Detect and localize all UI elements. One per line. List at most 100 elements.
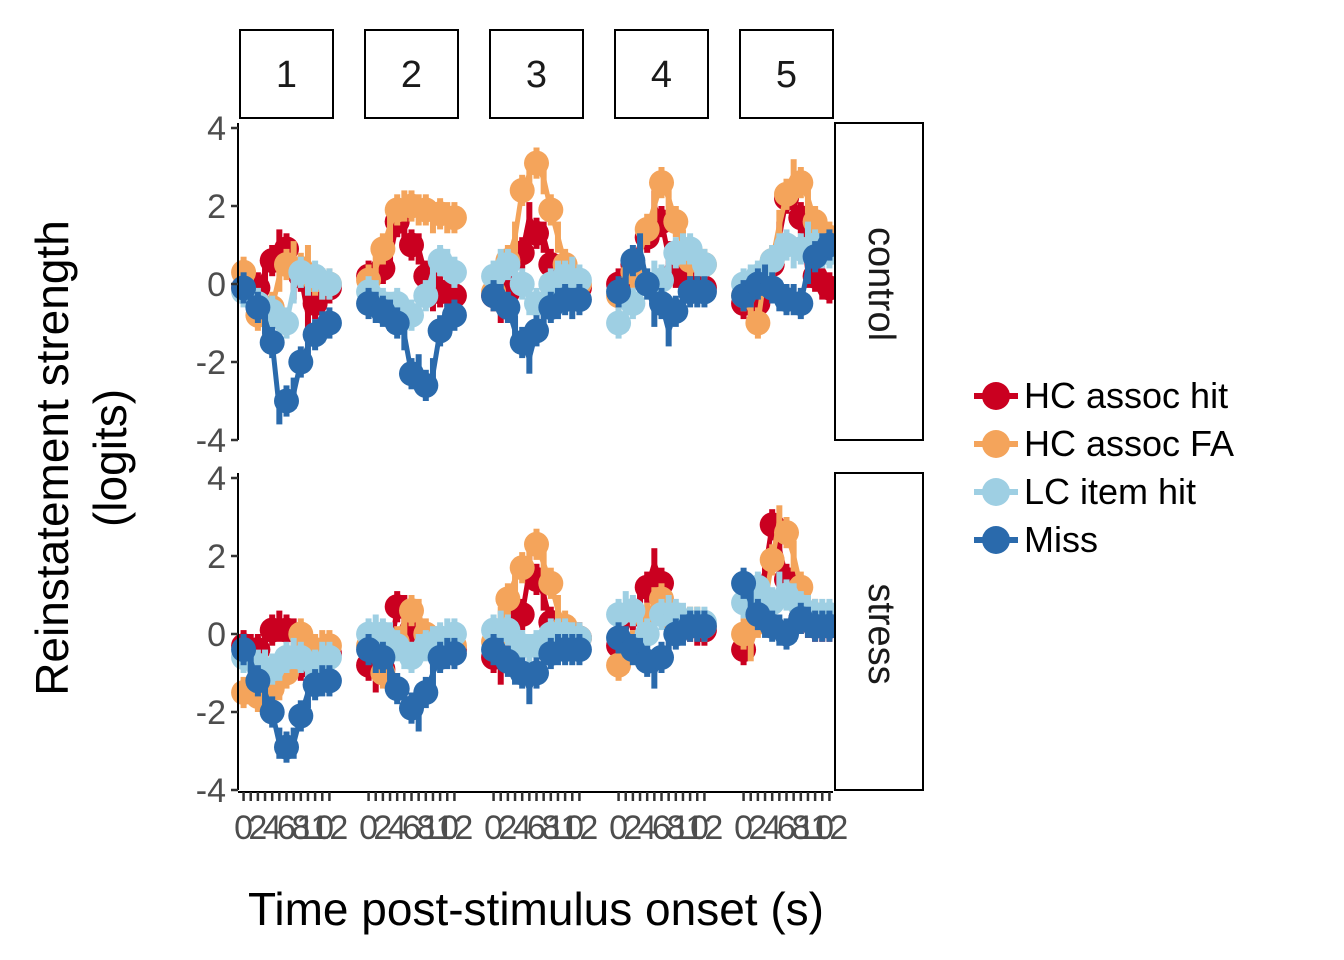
data-point: [524, 150, 549, 176]
data-point: [620, 248, 646, 274]
panel-stress-1: [231, 610, 342, 763]
data-point: [274, 310, 299, 336]
data-point: [316, 644, 342, 670]
legend-item-miss: Miss: [974, 519, 1098, 560]
y-tick-label: 0: [207, 266, 226, 304]
data-point: [441, 302, 467, 328]
data-point: [384, 310, 410, 336]
data-point: [274, 734, 299, 760]
column-strip-box: [614, 29, 709, 119]
column-strip-label: 4: [651, 54, 672, 96]
data-point: [316, 668, 342, 694]
x-tick-label: 8: [791, 809, 810, 847]
data-point: [441, 283, 467, 309]
row-strip-label: control: [860, 227, 902, 341]
data-point: [370, 644, 396, 670]
legend-label: Miss: [1024, 519, 1098, 560]
legend-key-point: [982, 478, 1010, 506]
data-point: [245, 294, 271, 320]
data-point: [524, 318, 549, 344]
panel-stress-2: [356, 591, 467, 732]
data-point: [509, 177, 535, 203]
y-axis-title-line-2: (logits): [84, 389, 136, 527]
x-tick-label: 6: [402, 809, 421, 847]
row-strip-control: control: [834, 122, 924, 441]
data-point: [663, 209, 689, 235]
data-point: [691, 252, 717, 277]
panel-control-2: [356, 190, 467, 401]
data-point: [259, 330, 285, 355]
data-point: [288, 349, 314, 375]
x-tick-label: 4: [263, 809, 282, 847]
legend-item-hc-assoc-fa: HC assoc FA: [974, 423, 1234, 464]
data-point: [663, 298, 689, 324]
data-point: [524, 220, 549, 246]
panel-stress-5: [731, 505, 842, 666]
x-tick-label: 6: [277, 809, 296, 847]
x-tick-label: 12: [311, 809, 349, 847]
x-tick-label: 8: [541, 809, 560, 847]
column-strip-box: [489, 29, 584, 119]
x-tick-label: 6: [652, 809, 671, 847]
data-point: [634, 271, 660, 297]
legend-key-point: [982, 526, 1010, 554]
data-point: [441, 205, 467, 231]
x-tick-label: 10: [796, 809, 834, 847]
legend: HC assoc hit HC assoc FA LC item hit Miss: [974, 375, 1234, 560]
data-point: [788, 170, 814, 196]
legend-item-hc-assoc-hit: HC assoc hit: [974, 375, 1228, 416]
column-strip-label: 2: [401, 54, 422, 96]
y-tick-label: -4: [196, 772, 226, 810]
series-miss: [481, 634, 592, 705]
data-point: [566, 287, 592, 313]
data-point: [606, 310, 632, 336]
column-strip-label: 1: [276, 54, 297, 96]
data-point: [399, 232, 424, 258]
panels-layer: [231, 147, 842, 763]
x-tick-label: 8: [666, 809, 685, 847]
data-point: [495, 294, 521, 320]
facet-strips: 1 2 3 4 5 control stress: [239, 29, 924, 791]
data-point: [774, 520, 799, 546]
data-point: [731, 570, 757, 596]
x-tick-label: 8: [416, 809, 435, 847]
legend-key-point: [982, 430, 1010, 458]
data-point: [745, 310, 771, 336]
data-point: [566, 267, 592, 293]
x-tick-label: 10: [421, 809, 459, 847]
x-tick-label: 4: [763, 809, 782, 847]
series-miss: [356, 634, 467, 732]
row-strip-stress: stress: [834, 472, 924, 791]
data-point: [259, 699, 285, 725]
column-strip-3: 3: [489, 29, 584, 119]
series-miss: [356, 287, 467, 401]
data-point: [413, 283, 439, 309]
data-point: [538, 197, 564, 223]
series-lc-item-hit: [481, 248, 592, 320]
column-strip-1: 1: [239, 29, 334, 119]
column-strip-label: 3: [526, 54, 547, 96]
x-tick-label: 12: [561, 809, 599, 847]
panel-control-5: [731, 159, 842, 339]
series-miss: [606, 233, 717, 347]
y-tick-label: 0: [207, 616, 226, 654]
column-strip-box: [739, 29, 834, 119]
data-point: [620, 598, 646, 624]
row-strip-label: stress: [860, 583, 902, 684]
data-point: [495, 252, 521, 277]
x-tick-label: 2: [498, 809, 517, 847]
data-point: [566, 637, 592, 663]
panel-control-4: [606, 167, 717, 347]
x-tick-label: 0: [734, 809, 753, 847]
legend-label: HC assoc FA: [1024, 423, 1234, 464]
column-strip-box: [239, 29, 334, 119]
x-tick-label: 6: [777, 809, 796, 847]
data-point: [274, 388, 299, 414]
data-point: [231, 637, 257, 663]
y-tick-label: -4: [196, 422, 226, 460]
data-point: [370, 236, 396, 262]
column-strip-label: 5: [776, 54, 797, 96]
data-point: [413, 680, 439, 705]
